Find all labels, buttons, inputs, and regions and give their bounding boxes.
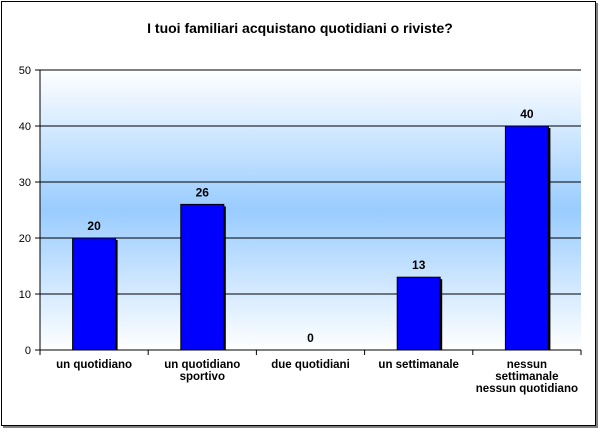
y-tick-label-40: 40 xyxy=(19,121,31,133)
data-label-1: 26 xyxy=(196,185,210,199)
x-category-label-0-line-0: un quotidiano xyxy=(56,359,132,371)
data-label-4: 40 xyxy=(520,107,534,121)
y-tick-label-50: 50 xyxy=(19,65,31,77)
bars xyxy=(72,125,551,351)
data-label-2: 0 xyxy=(307,331,314,345)
x-category-label-2-line-0: due quotidiani xyxy=(271,359,350,371)
chart-title: I tuoi familiari acquistano quotidiani o… xyxy=(147,20,453,36)
x-category-label-1-line-0: un quotidiano xyxy=(164,359,240,371)
bar-1 xyxy=(180,203,225,351)
x-category-label-4-line-1: settimanale xyxy=(495,371,558,383)
bar-shadow-1 xyxy=(223,206,226,350)
bar-shadow-4 xyxy=(548,128,551,350)
data-label-0: 20 xyxy=(87,219,101,233)
y-tick-label-10: 10 xyxy=(19,289,31,301)
labels: 0 10 20 30 40 50 20 un quotidiano 26 un quotidian… xyxy=(19,65,578,395)
x-category-label-3-line-0: un settimanale xyxy=(378,359,459,371)
x-category-label-1-line-1: sportivo xyxy=(180,371,225,383)
bar-4 xyxy=(504,125,549,351)
axes xyxy=(35,69,582,355)
bar-shadow-3 xyxy=(440,279,443,350)
bar-0 xyxy=(72,237,117,351)
x-category-label-4-line-2: nessun quotidiano xyxy=(476,383,578,395)
y-tick-label-20: 20 xyxy=(19,233,31,245)
bar-3 xyxy=(396,276,441,351)
data-label-3: 13 xyxy=(412,258,426,272)
gridlines xyxy=(40,69,581,295)
y-tick-label-30: 30 xyxy=(19,177,31,189)
x-category-label-4-line-0: nessun xyxy=(507,359,547,371)
y-tick-label-0: 0 xyxy=(25,345,31,357)
bar-shadow-0 xyxy=(115,240,118,350)
plot-area xyxy=(40,70,581,350)
